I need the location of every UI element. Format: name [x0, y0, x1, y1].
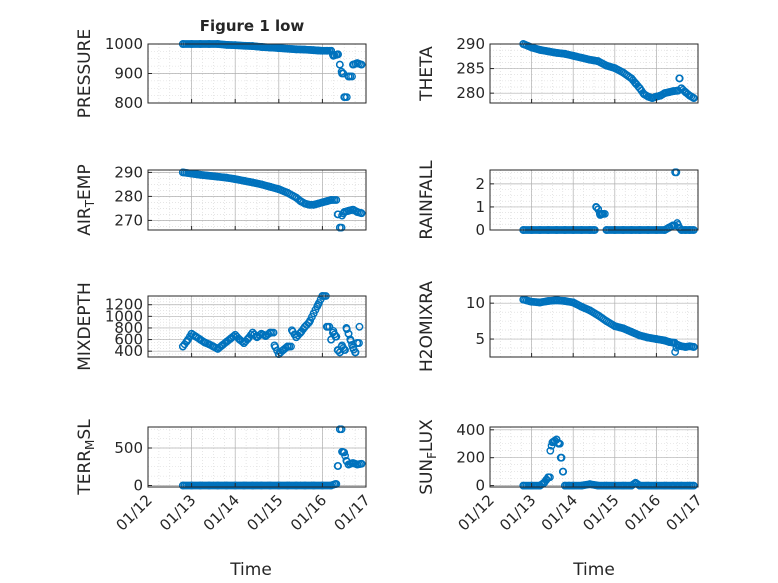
- data-point: [281, 344, 290, 352]
- y-tick-label: 2: [475, 175, 485, 193]
- y-axis-label: THETA: [417, 46, 437, 102]
- data-point: [557, 453, 566, 462]
- y-tick-label: 500: [114, 439, 143, 457]
- y-axis-label: PRESSURE: [75, 29, 95, 118]
- data-point: [264, 330, 273, 338]
- y-axis-label: MIXDEPTH: [75, 282, 95, 371]
- y-tick-label: 5: [475, 330, 485, 348]
- data-point: [341, 346, 349, 354]
- figure-title: Figure 1 low: [200, 17, 305, 35]
- axes-box: [147, 295, 367, 358]
- data-point: [689, 481, 697, 490]
- y-tick-label: 290: [114, 163, 143, 181]
- data-point: [348, 72, 356, 81]
- y-axis-label: H2OMIXRA: [417, 281, 437, 372]
- data-point: [339, 344, 348, 353]
- data-point: [355, 339, 363, 347]
- y-tick-label: 200: [456, 449, 485, 467]
- y-tick-label: 10: [466, 294, 485, 312]
- y-tick-label: 285: [456, 60, 485, 78]
- data-point: [269, 328, 278, 337]
- y-axis-label: RAINFALL: [417, 160, 437, 240]
- data-point: [337, 223, 346, 232]
- data-point: [689, 93, 697, 102]
- y-tick-label: 0: [475, 477, 485, 495]
- y-tick-label: 0: [133, 477, 143, 495]
- y-tick-label: 1000: [105, 307, 143, 325]
- y-tick-label: 400: [114, 342, 143, 360]
- data-point: [351, 348, 360, 357]
- data-point: [546, 446, 555, 455]
- data-point: [675, 74, 684, 83]
- data-point: [546, 473, 554, 482]
- axes-box: [489, 426, 699, 488]
- y-tick-label: 600: [114, 331, 143, 349]
- data-point: [335, 60, 344, 69]
- y-tick-label: 270: [114, 211, 143, 229]
- y-tick-label: 1200: [105, 296, 143, 314]
- y-tick-label: 800: [114, 319, 143, 337]
- y-axis-label: AIRTEMP: [75, 164, 97, 235]
- y-tick-label: 0: [475, 221, 485, 239]
- data-point: [671, 348, 680, 356]
- data-point: [334, 462, 342, 470]
- data-point: [356, 60, 365, 69]
- data-point: [600, 209, 609, 218]
- data-point: [356, 459, 365, 468]
- y-tick-label: 1000: [105, 35, 143, 53]
- subplot-1: 800 900 1000 PRESSURE: [75, 29, 367, 118]
- data-point: [334, 210, 342, 219]
- y-tick-label: 290: [456, 35, 485, 53]
- data-point: [689, 342, 697, 351]
- data-point: [332, 332, 341, 341]
- data-point: [287, 342, 295, 351]
- data-point: [592, 203, 601, 212]
- axes-box: [147, 426, 367, 488]
- data-point: [356, 209, 365, 217]
- subplot-2: 280 285 290 THETA: [417, 35, 699, 104]
- data-point: [334, 50, 342, 59]
- data-point: [555, 439, 564, 448]
- x-axis-label-right: Time: [572, 560, 615, 580]
- subplot-6: 5 10 H2OMIXRA: [417, 281, 699, 372]
- data-point: [342, 325, 351, 334]
- data-point: [332, 196, 341, 204]
- data-point: [355, 322, 364, 331]
- data-point: [337, 425, 346, 434]
- x-axis-label-left: Time: [229, 560, 272, 580]
- y-axis-label: SUNFLUX: [417, 419, 439, 495]
- data-point: [337, 67, 346, 76]
- subplot-3: 270 280 290 AIRTEMP: [75, 163, 367, 236]
- axes-box: [489, 295, 699, 358]
- y-tick-label: 900: [114, 65, 143, 83]
- subplot-4: 0 1 2 RAINFALL: [417, 160, 699, 240]
- axes-box: [489, 169, 699, 231]
- y-tick-label: 280: [456, 84, 485, 102]
- axes-box: [147, 169, 367, 231]
- data-point: [325, 322, 334, 331]
- y-tick-label: 800: [114, 94, 143, 112]
- data-point: [672, 168, 681, 177]
- y-axis-label: TERRMSL: [75, 419, 97, 496]
- axes-box: [489, 43, 699, 104]
- y-tick-label: 280: [114, 187, 143, 205]
- data-point: [559, 467, 568, 476]
- data-point: [342, 93, 351, 102]
- y-tick-label: 400: [456, 421, 485, 439]
- y-tick-label: 1: [475, 198, 485, 216]
